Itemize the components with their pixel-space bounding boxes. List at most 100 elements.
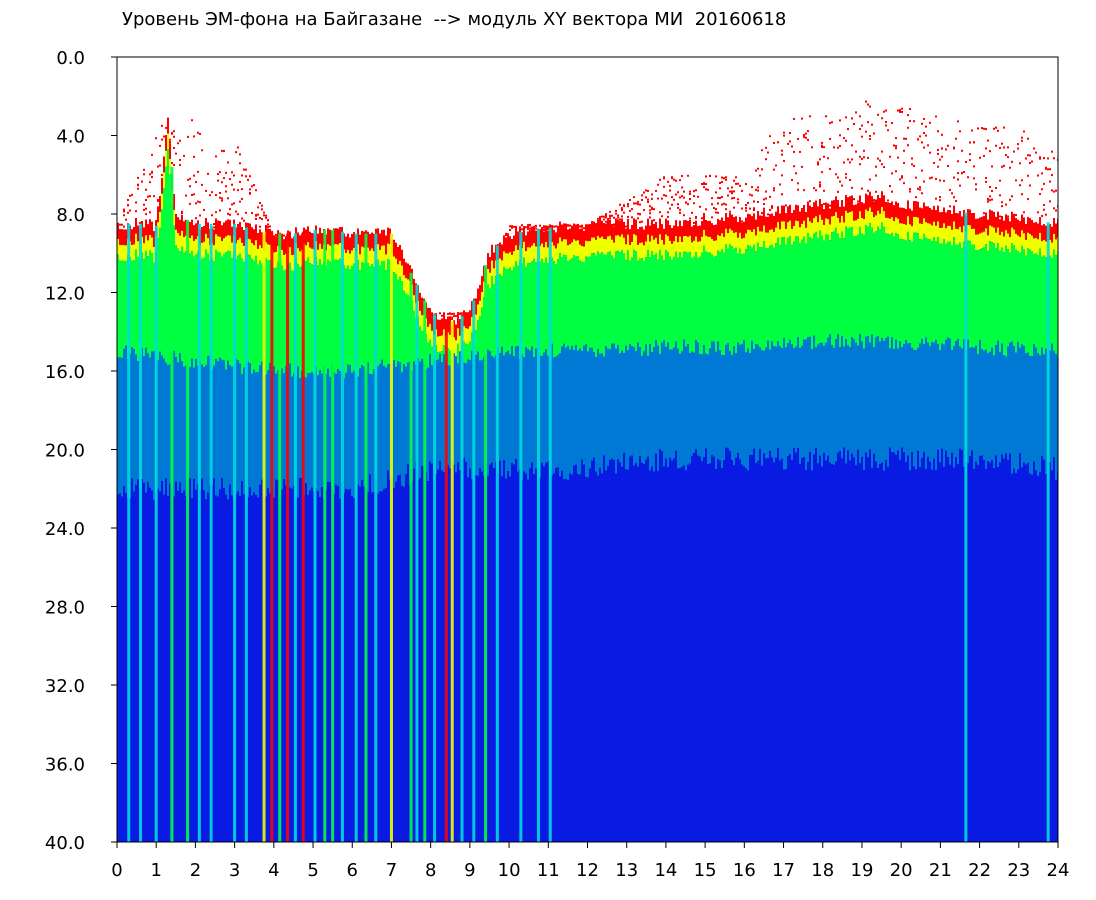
heatmap-cell-peak (677, 191, 679, 194)
heatmap-cell-green (723, 252, 725, 356)
heatmap-cell-peak (1023, 130, 1025, 133)
heatmap-cell-low (607, 466, 609, 842)
heatmap-cell-green (865, 225, 867, 337)
x-tick-label: 4 (268, 860, 279, 881)
heatmap-cell-yellow (595, 239, 597, 256)
heatmap-cell-low (873, 453, 875, 842)
heatmap-cell-peak (451, 317, 453, 320)
heatmap-cell-yellow (599, 237, 601, 254)
heatmap-cell-peak (809, 115, 811, 118)
heatmap-cell-red (929, 207, 931, 224)
heatmap-cell-cyan (1023, 346, 1025, 463)
heatmap-cell-cyan (441, 362, 443, 471)
heatmap-cell-green (613, 258, 615, 344)
heatmap-cell-red (971, 213, 973, 229)
heatmap-cell-red (407, 263, 409, 280)
heatmap-cell-low (457, 462, 459, 842)
heatmap-cell-empty (621, 57, 623, 219)
heatmap-cell-peak (715, 175, 717, 178)
heatmap-cell-empty (369, 57, 371, 235)
heatmap-cell-cyan (979, 340, 981, 456)
heatmap-cell-red (1017, 219, 1019, 236)
heatmap-cell-peak (803, 189, 805, 192)
heatmap-cell-low (915, 469, 917, 842)
heatmap-cell-peak (845, 139, 847, 142)
heatmap-cell-low (693, 453, 695, 842)
heatmap-cell-red (681, 226, 683, 242)
heatmap-cell-low (993, 468, 995, 842)
heatmap-cell-peak (781, 193, 783, 196)
heatmap-cell-cyan (1053, 350, 1055, 458)
heatmap-cell-peak (249, 188, 251, 191)
heatmap-cell-cyan (993, 355, 995, 469)
heatmap-cell-cyan (1051, 343, 1053, 471)
heatmap-cell-cyan (1011, 341, 1013, 474)
heatmap-cell-cyan (251, 373, 253, 496)
heatmap-cell-low (269, 493, 271, 842)
heatmap-cell-low (997, 467, 999, 842)
heatmap-cell-peak (143, 168, 145, 171)
heatmap-cell-cyan (771, 341, 773, 458)
heatmap-cell-green (589, 256, 591, 348)
heatmap-cell-peak (229, 178, 231, 181)
heatmap-cell-red (901, 207, 903, 224)
heatmap-cell-peak (895, 145, 897, 148)
heatmap-cell-peak (235, 210, 237, 213)
heatmap-cell-peak (243, 219, 245, 222)
heatmap-cell-red (387, 227, 389, 244)
heatmap-cell-yellow (317, 249, 319, 266)
heatmap-cell-low (851, 453, 853, 842)
heatmap-cell-peak (687, 203, 689, 206)
heatmap-cell-red (585, 225, 587, 241)
heatmap-cell-low (555, 468, 557, 842)
heatmap-cell-red (891, 201, 893, 218)
heatmap-cell-cyan (343, 378, 345, 494)
heatmap-cell-yellow (291, 255, 293, 271)
heatmap-cell-red (641, 226, 643, 243)
heatmap-cell-cyan (261, 361, 263, 480)
heatmap-cell-peak (907, 126, 909, 129)
heatmap-cell-low (449, 468, 451, 842)
heatmap-cell-empty (207, 57, 209, 223)
heatmap-cell-peak (877, 113, 879, 116)
heatmap-cell-yellow (359, 254, 361, 270)
heatmap-cell-cyan (377, 366, 379, 494)
heatmap-cell-cyan (1009, 342, 1011, 454)
x-tick-label: 2 (190, 860, 201, 881)
heatmap-cell-empty (701, 57, 703, 222)
heatmap-cell-peak (921, 192, 923, 195)
heatmap-cell-peak (507, 233, 509, 236)
heatmap-cell-peak (129, 209, 131, 212)
heatmap-cell-yellow (189, 238, 191, 254)
heatmap-cell-empty (523, 57, 525, 227)
heatmap-cell-yellow (865, 209, 867, 226)
heatmap-cell-red (371, 232, 373, 249)
heatmap-cell-yellow (515, 245, 517, 261)
heatmap-cell-red (935, 210, 937, 226)
heatmap-cell-empty (617, 57, 619, 220)
heatmap-cell-yellow (979, 233, 981, 250)
heatmap-cell-cyan (789, 339, 791, 455)
heatmap-cell-green (311, 264, 313, 373)
heatmap-cell-empty (455, 57, 457, 325)
heatmap-cell-low (483, 476, 485, 842)
heatmap-cell-red (189, 222, 191, 239)
heatmap-cell-cyan (817, 344, 819, 464)
heatmap-cell-peak (871, 123, 873, 126)
heatmap-streak (209, 223, 213, 842)
heatmap-cell-low (589, 468, 591, 842)
heatmap-cell-peak (151, 153, 153, 156)
heatmap-cell-yellow (393, 256, 395, 273)
heatmap-cell-green (911, 241, 913, 348)
heatmap-cell-peak (123, 225, 125, 228)
heatmap-cell-peak (223, 177, 225, 180)
heatmap-cell-low (319, 497, 321, 842)
heatmap-cell-yellow (951, 229, 953, 246)
heatmap-cell-empty (191, 57, 193, 220)
heatmap-cell-green (719, 251, 721, 351)
heatmap-cell-red (663, 228, 665, 245)
heatmap-cell-red (695, 220, 697, 237)
heatmap-cell-empty (693, 57, 695, 226)
heatmap-cell-empty (349, 57, 351, 238)
heatmap-cell-yellow (667, 236, 669, 252)
